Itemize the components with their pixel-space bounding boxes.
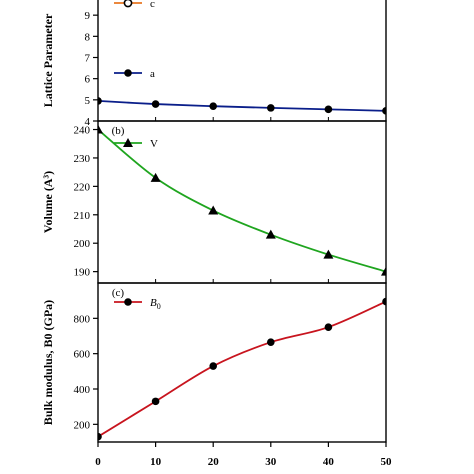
data-point	[150, 172, 161, 182]
y-tick-label: 230	[74, 153, 91, 165]
y-tick-label: 800	[74, 313, 91, 325]
panel-3: 200 400 600 800 Bulk modulus, B0 (GPa) (c) B0	[41, 282, 387, 443]
y-tick-label: 240	[74, 125, 91, 137]
legend-marker	[123, 138, 133, 147]
data-point	[324, 323, 333, 331]
data-point	[151, 397, 160, 406]
y-tick-label: 600	[74, 349, 91, 361]
data-point	[382, 297, 386, 306]
y-tick-label: 200	[74, 419, 91, 431]
data-point	[98, 97, 102, 105]
legend-label: V	[150, 138, 158, 150]
y-tick-label: 4	[85, 116, 91, 128]
legend-label: c	[150, 0, 155, 10]
data-point	[98, 124, 103, 134]
data-point	[267, 338, 275, 346]
series-B0	[98, 297, 386, 441]
data-point	[98, 432, 102, 441]
legend-marker	[124, 298, 132, 306]
legend-label: B0	[150, 297, 161, 311]
y-axis-label: Volume (A³)	[41, 171, 55, 233]
panel-label: (c)	[112, 287, 125, 299]
legend-entry: V	[114, 138, 158, 150]
data-point	[265, 229, 276, 239]
legend-marker	[124, 69, 132, 77]
x-tick-label: 20	[208, 456, 220, 468]
y-tick-label: 220	[74, 181, 91, 193]
y-tick-label: 400	[74, 384, 91, 396]
series-line	[98, 128, 386, 273]
data-point	[151, 100, 160, 108]
y-tick-label: 8	[85, 31, 91, 43]
series-a	[98, 97, 386, 115]
y-axis-label: Lattice Parameter	[41, 13, 55, 107]
y-tick-label: 190	[74, 267, 91, 279]
y-tick-label: 6	[85, 74, 91, 86]
x-tick-label: 0	[95, 456, 101, 468]
series-line	[98, 99, 386, 112]
y-axis-label: Bulk modulus, B0 (GPa)	[41, 300, 55, 425]
data-point	[209, 362, 217, 370]
legend-label: a	[150, 68, 155, 80]
y-tick-label: 200	[74, 238, 91, 250]
data-point	[323, 249, 334, 259]
legend-marker	[123, 0, 133, 8]
data-point	[208, 205, 219, 215]
panel-label: (b)	[112, 125, 125, 137]
x-tick-label: 40	[323, 456, 335, 468]
y-tick-label: 9	[85, 10, 91, 22]
series-V	[98, 124, 386, 276]
legend-entry: a	[114, 68, 155, 80]
data-point	[381, 266, 386, 276]
legend-entry: c	[114, 0, 155, 10]
y-tick-label: 7	[85, 53, 91, 65]
y-tick-label: 210	[74, 210, 91, 222]
y-tick-label: 5	[85, 95, 91, 107]
x-tick-label: 10	[150, 456, 162, 468]
x-tick-label: 50	[381, 456, 393, 468]
plot-frame	[97, 282, 387, 443]
data-point	[382, 107, 386, 115]
data-point	[209, 102, 217, 110]
series-line	[98, 300, 386, 438]
x-tick-label: 30	[265, 456, 277, 468]
data-point	[324, 105, 333, 114]
legend-entry: B0	[114, 297, 161, 311]
panel-2: 190 200 210 220 230 240 Volume (A³) (b) V	[41, 120, 387, 284]
data-point	[267, 104, 275, 112]
panel-1: 4 5 6 7 8 9 10 Lattice Parameter c a	[41, 0, 387, 128]
y-tick-label: 10	[79, 0, 91, 1]
